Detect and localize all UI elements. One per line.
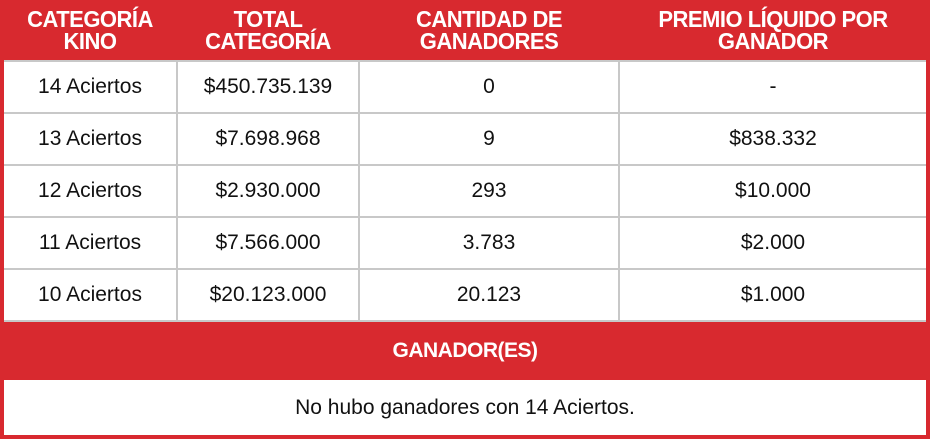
cell-prize: $2.000 [620, 218, 926, 268]
cell-winners-count: 20.123 [360, 270, 618, 320]
cell-prize: $1.000 [620, 270, 926, 320]
table-body: 14 Aciertos $450.735.139 0 - 13 Aciertos… [4, 60, 926, 322]
table-header: CATEGORÍA KINO TOTAL CATEGORÍA CANTIDAD … [0, 0, 930, 60]
header-prize: PREMIO LÍQUIDO POR GANADOR [620, 0, 926, 62]
header-total-line2: CATEGORÍA [205, 27, 331, 55]
cell-winners-count: 293 [360, 166, 618, 216]
cell-category: 12 Aciertos [4, 166, 176, 216]
cell-prize: $838.332 [620, 114, 926, 164]
header-total-line1: TOTAL [233, 5, 303, 33]
cell-winners-count: 9 [360, 114, 618, 164]
winners-section-title: GANADOR(ES) [0, 322, 930, 380]
cell-category: 14 Aciertos [4, 62, 176, 112]
cell-category: 11 Aciertos [4, 218, 176, 268]
header-category: CATEGORÍA KINO [4, 0, 176, 62]
cell-total: $7.698.968 [178, 114, 358, 164]
header-winners-count-line1: CANTIDAD DE [415, 5, 563, 33]
table-row: 11 Aciertos $7.566.000 3.783 $2.000 [4, 218, 926, 268]
cell-total: $450.735.139 [178, 62, 358, 112]
header-winners-count: CANTIDAD DE GANADORES [360, 0, 618, 62]
cell-winners-count: 0 [360, 62, 618, 112]
table-row: 14 Aciertos $450.735.139 0 - [4, 62, 926, 112]
cell-prize: $10.000 [620, 166, 926, 216]
cell-total: $20.123.000 [178, 270, 358, 320]
header-total: TOTAL CATEGORÍA [178, 0, 358, 62]
header-winners-count-line2: GANADORES [419, 27, 559, 55]
header-category-line1: CATEGORÍA [27, 5, 153, 33]
table-row: 10 Aciertos $20.123.000 20.123 $1.000 [4, 270, 926, 320]
header-prize-line2: GANADOR [717, 27, 829, 55]
cell-category: 10 Aciertos [4, 270, 176, 320]
cell-winners-count: 3.783 [360, 218, 618, 268]
cell-category: 13 Aciertos [4, 114, 176, 164]
cell-prize: - [620, 62, 926, 112]
cell-total: $2.930.000 [178, 166, 358, 216]
table-row: 13 Aciertos $7.698.968 9 $838.332 [4, 114, 926, 164]
cell-total: $7.566.000 [178, 218, 358, 268]
table-row: 12 Aciertos $2.930.000 293 $10.000 [4, 166, 926, 216]
winners-message: No hubo ganadores con 14 Aciertos. [4, 380, 926, 435]
header-prize-line1: PREMIO LÍQUIDO POR [658, 5, 888, 33]
header-category-line2: KINO [63, 27, 117, 55]
